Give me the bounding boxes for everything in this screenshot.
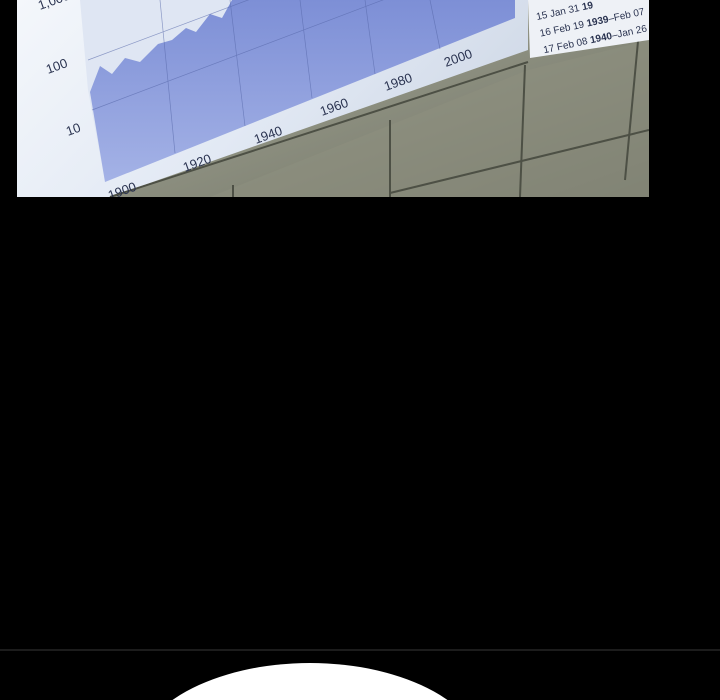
cell: 17	[542, 43, 556, 56]
wall-tiles	[210, 40, 649, 197]
cell: 1939	[586, 14, 610, 29]
cell: 19	[581, 0, 595, 13]
tile-lines	[109, 19, 649, 197]
cell: 1940	[589, 31, 613, 46]
grid	[87, 0, 441, 154]
y-label: 100	[44, 55, 70, 77]
white-shape	[172, 663, 448, 700]
y-label: 10	[64, 120, 83, 139]
table-bg	[528, 0, 649, 58]
cell: 16	[539, 26, 553, 39]
panel: 1,000 100 10 1900 1920 1940 1960 1980 20…	[17, 0, 649, 197]
cell: 15	[535, 10, 549, 23]
area	[90, 0, 515, 182]
